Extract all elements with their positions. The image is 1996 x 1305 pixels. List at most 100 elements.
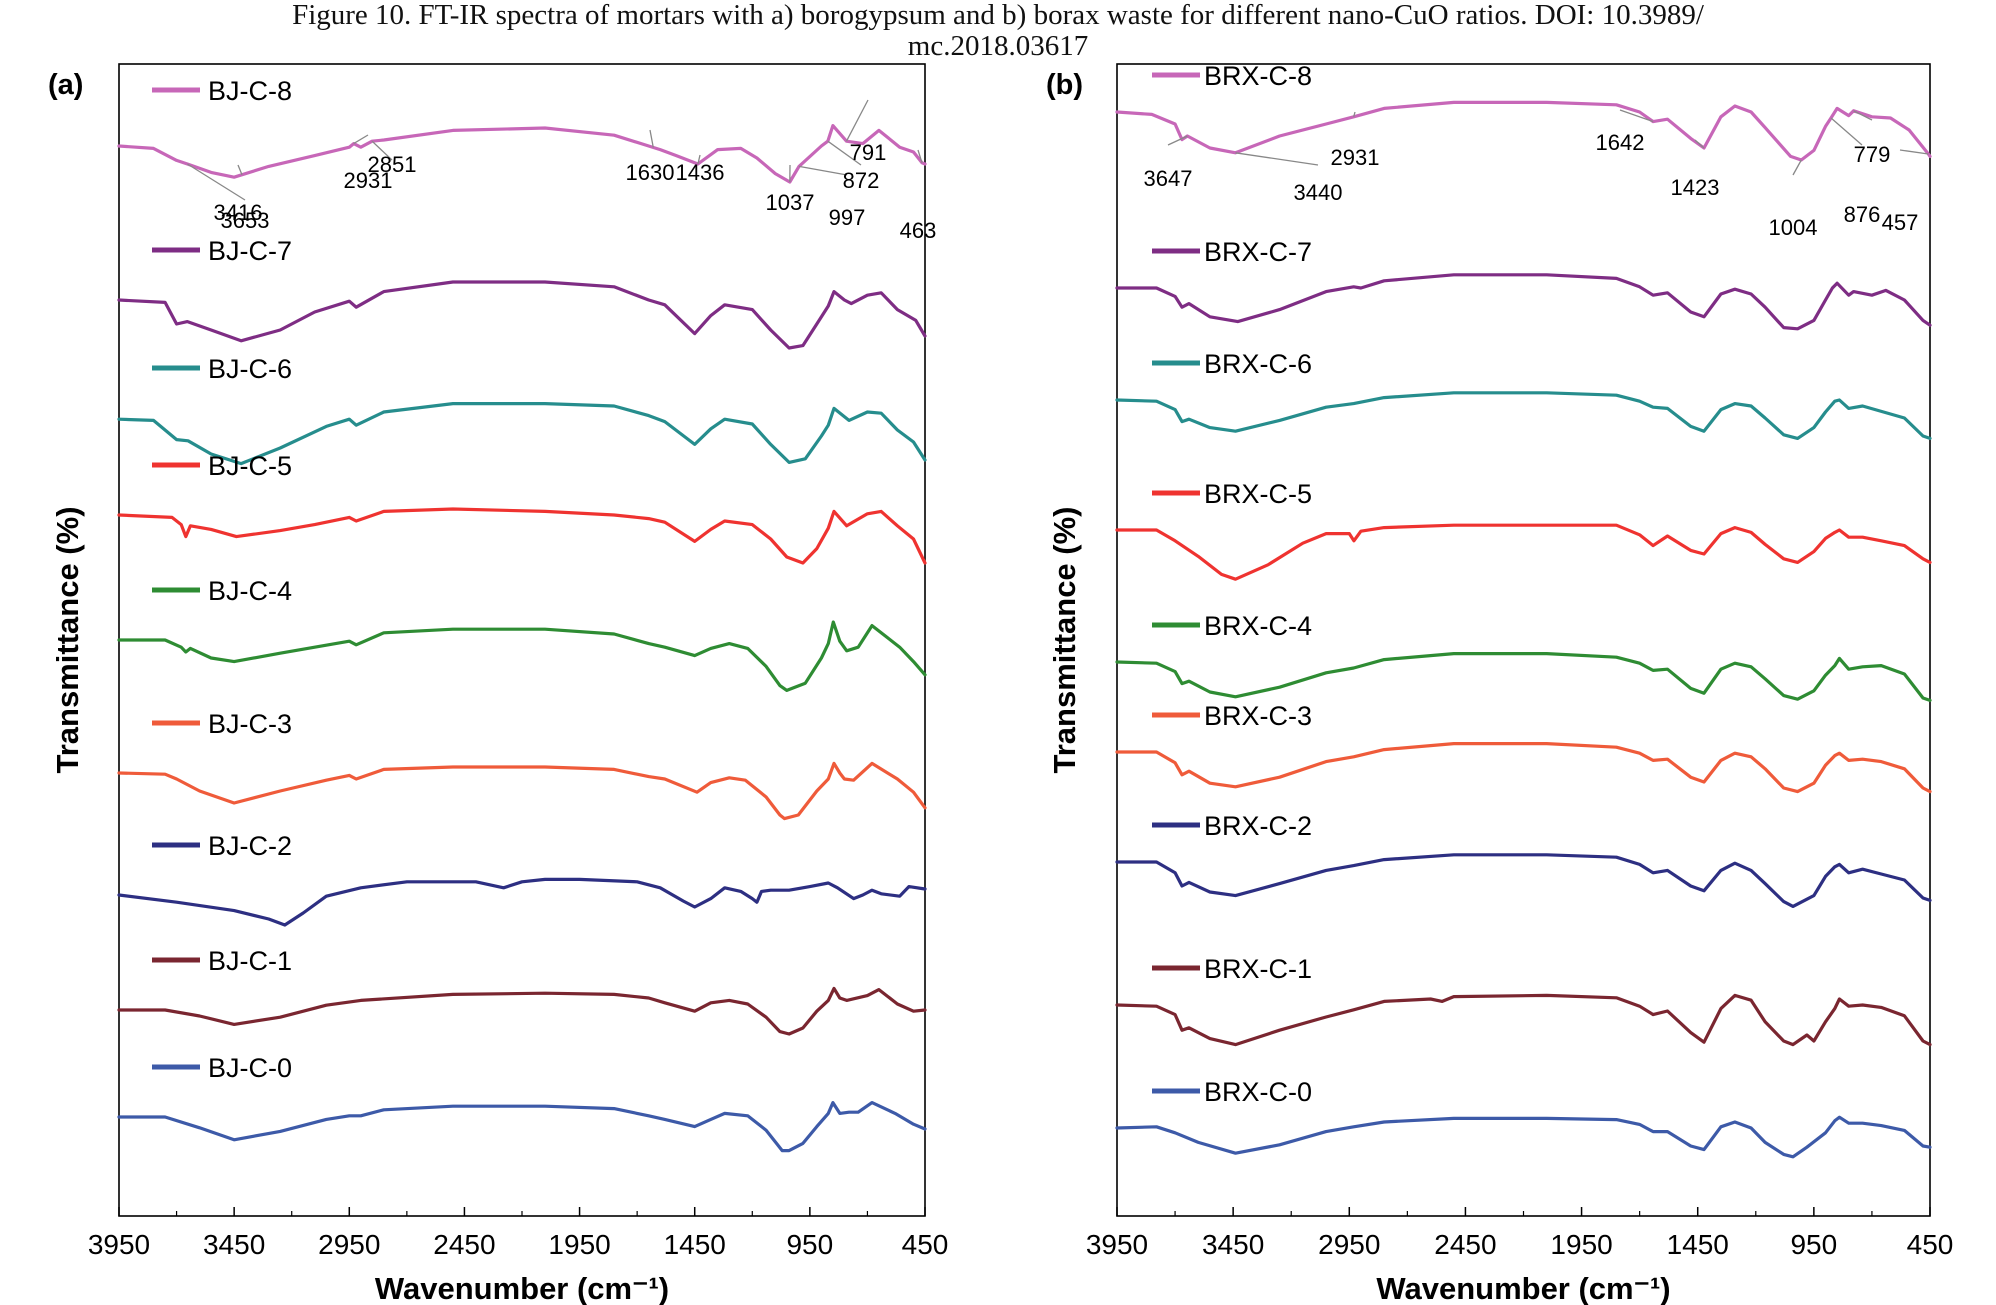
annotation-label: 457 [1882, 210, 1919, 235]
series-line-BRX-C-3 [1115, 742, 1932, 794]
legend-label-BRX-C-5: BRX-C-5 [1204, 479, 1312, 509]
series-line-BRX-C-4 [1115, 652, 1932, 702]
x-tick-label: 1450 [1667, 1229, 1729, 1260]
series-line-BJ-C-0 [117, 1101, 927, 1153]
annotation-leader [353, 134, 369, 145]
panel-b: (b) 3950 3450 2950 2450 1950 1450 950 450 Wavenum… [1046, 61, 1953, 1305]
legend-label-BRX-C-7: BRX-C-7 [1204, 237, 1312, 267]
annotation-label: 791 [850, 140, 887, 165]
x-tick-label: 2950 [1318, 1229, 1380, 1260]
legend-label-BJ-C-4: BJ-C-4 [208, 576, 292, 606]
annotation-label: 3647 [1144, 166, 1193, 191]
annotation-leader [845, 99, 869, 142]
annotation-leader [1853, 110, 1873, 121]
x-tick-label: 3450 [1202, 1229, 1264, 1260]
annotation-label: 997 [829, 205, 866, 230]
annotation-leader [697, 154, 701, 165]
series-line-BJ-C-2 [117, 877, 927, 927]
legend-label-BJ-C-0: BJ-C-0 [208, 1053, 292, 1083]
annotation-label: 2931 [344, 168, 393, 193]
series-line-BJ-C-5 [117, 507, 927, 565]
annotation-label: 3416 [214, 200, 263, 225]
series-line-BRX-C-0 [1115, 1115, 1932, 1159]
series-line-BRX-C-1 [1115, 993, 1932, 1047]
annotation-label: 463 [900, 218, 937, 243]
annotation-leader [371, 140, 393, 161]
panel-letter: (a) [48, 69, 83, 101]
annotation-label: 2931 [1331, 145, 1380, 170]
caption-line-2: mc.2018.03617 [907, 30, 1089, 62]
series-line-BJ-C-1 [117, 986, 927, 1036]
legend-label-BRX-C-3: BRX-C-3 [1204, 701, 1312, 731]
x-axis-title: Wavenumber (cm⁻¹) [375, 1271, 669, 1305]
series-line-BRX-C-6 [1115, 391, 1932, 440]
x-tick-label: 3950 [88, 1229, 150, 1260]
x-tick-label: 450 [1907, 1229, 1954, 1260]
x-axis-title: Wavenumber (cm⁻¹) [1376, 1271, 1670, 1305]
annotation-leader [649, 129, 654, 148]
legend-label-BRX-C-4: BRX-C-4 [1204, 611, 1312, 641]
figure-caption: Figure 10. FT-IR spectra of mortars with… [0, 0, 1996, 62]
x-tick-label: 2950 [318, 1229, 380, 1260]
annotation-leader [827, 140, 862, 166]
series-line-BRX-C-7 [1115, 273, 1932, 331]
x-tick-label: 1950 [548, 1229, 610, 1260]
annotation-leader [187, 163, 246, 201]
annotation-leader [1792, 159, 1802, 176]
legend-label-BJ-C-5: BJ-C-5 [208, 451, 292, 481]
annotation-leader [917, 149, 923, 163]
x-tick-label: 950 [786, 1229, 833, 1260]
legend-label-BJ-C-1: BJ-C-1 [208, 946, 292, 976]
x-tick-label: 2450 [1434, 1229, 1496, 1260]
annotation-label: 872 [843, 168, 880, 193]
series-line-BJ-C-7 [117, 280, 927, 350]
x-tick-label: 450 [902, 1229, 949, 1260]
legend-label-BRX-C-2: BRX-C-2 [1204, 811, 1312, 841]
annotation-leader [798, 165, 848, 176]
y-axis-title: Transmittance (%) [50, 506, 85, 773]
annotation-label: 779 [1854, 142, 1891, 167]
legend-label-BJ-C-3: BJ-C-3 [208, 709, 292, 739]
legend-label-BRX-C-6: BRX-C-6 [1204, 349, 1312, 379]
annotation-leader [1619, 109, 1654, 123]
legend-label-BJ-C-8: BJ-C-8 [208, 76, 292, 106]
annotation-label: 1004 [1769, 215, 1818, 240]
legend-label-BRX-C-0: BRX-C-0 [1204, 1077, 1312, 1107]
legend-label-BJ-C-6: BJ-C-6 [208, 354, 292, 384]
y-axis-title: Transmittance (%) [1047, 506, 1082, 773]
annotation-label: 1630 [626, 160, 675, 185]
annotation-leader [1899, 149, 1929, 155]
series-line-BJ-C-3 [117, 761, 927, 821]
series-line-BRX-C-2 [1115, 853, 1932, 908]
annotation-leader [1353, 111, 1356, 117]
panel-letter: (b) [1046, 69, 1083, 101]
x-tick-label: 3950 [1086, 1229, 1148, 1260]
annotation-leader [1235, 152, 1319, 166]
x-tick-label: 1450 [664, 1229, 726, 1260]
series-line-BJ-C-4 [117, 620, 927, 692]
annotation-label: 1642 [1596, 130, 1645, 155]
x-tick-label: 2450 [433, 1229, 495, 1260]
annotation-leader [1167, 135, 1188, 146]
legend-label-BRX-C-8: BRX-C-8 [1204, 61, 1312, 91]
legend-label-BJ-C-7: BJ-C-7 [208, 236, 292, 266]
series-line-BJ-C-6 [117, 402, 927, 466]
annotation-label: 1423 [1671, 175, 1720, 200]
x-tick-label: 1950 [1550, 1229, 1612, 1260]
annotation-leader [1830, 117, 1863, 146]
annotation-leader [1694, 139, 1705, 149]
series-line-BJ-C-8 [117, 124, 927, 184]
annotation-label: 3653 [221, 208, 270, 233]
x-tick-label: 3450 [203, 1229, 265, 1260]
annotation-label: 1436 [676, 160, 725, 185]
annotation-label: 1037 [766, 190, 815, 215]
legend-label-BRX-C-1: BRX-C-1 [1204, 954, 1312, 984]
panel-a: (a) 3950 3450 2950 2450 1950 1450 950 450 Wavenum… [48, 63, 949, 1305]
x-tick-label: 950 [1790, 1229, 1837, 1260]
series-line-BRX-C-5 [1115, 523, 1932, 581]
annotation-leader [237, 164, 243, 175]
annotation-label: 3440 [1294, 180, 1343, 205]
series-line-BRX-C-8 [1115, 100, 1932, 162]
annotation-label: 2851 [368, 152, 417, 177]
